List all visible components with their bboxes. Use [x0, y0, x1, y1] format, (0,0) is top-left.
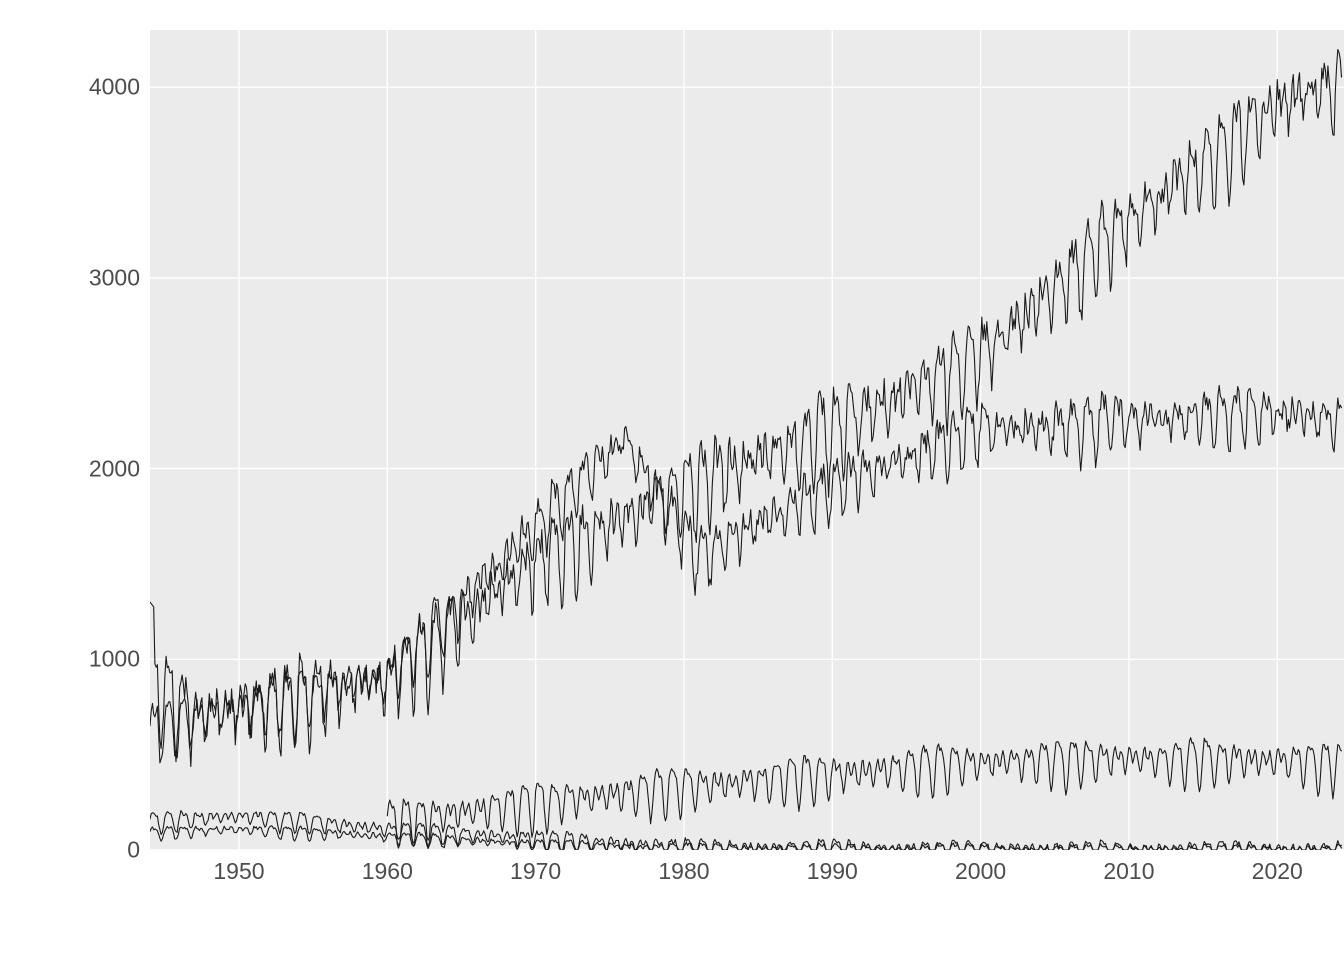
data-line-series-3	[387, 738, 1341, 848]
x-tick-label-1980: 1980	[654, 858, 714, 885]
x-tick-label-2020: 2020	[1247, 858, 1307, 885]
x-tick-label-1990: 1990	[802, 858, 862, 885]
data-line-series-5	[150, 826, 1342, 850]
y-tick-label-1000: 1000	[50, 646, 140, 673]
x-tick-label-1970: 1970	[506, 858, 566, 885]
y-tick-label-3000: 3000	[50, 264, 140, 291]
y-tick-label-0: 0	[50, 837, 140, 864]
plot-panel	[150, 30, 1344, 850]
x-tick-label-1960: 1960	[357, 858, 417, 885]
data-line-series-1	[150, 50, 1342, 767]
data-line-series-2	[150, 385, 1342, 762]
y-tick-label-2000: 2000	[50, 455, 140, 482]
y-tick-label-4000: 4000	[50, 74, 140, 101]
x-tick-label-2010: 2010	[1099, 858, 1159, 885]
x-tick-label-2000: 2000	[951, 858, 1011, 885]
chart-container: 0 1000 2000 3000 4000 1950 1960 1970 1980 1990 20…	[0, 0, 1344, 960]
data-series-layer	[150, 30, 1344, 850]
x-tick-label-1950: 1950	[209, 858, 269, 885]
